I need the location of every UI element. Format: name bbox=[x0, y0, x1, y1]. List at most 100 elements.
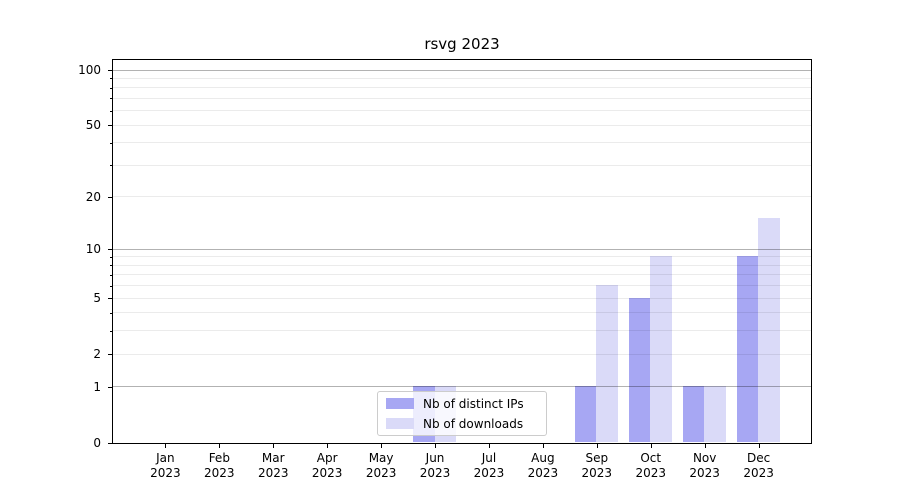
x-tick-month: Feb bbox=[208, 451, 230, 465]
y-minor-tick-mark bbox=[110, 330, 113, 332]
y-tick-label: 1 bbox=[93, 379, 101, 394]
y-minor-tick-mark bbox=[110, 142, 113, 144]
x-tick-mark bbox=[650, 443, 652, 448]
bar-nb-of-distinct-ips-dec bbox=[736, 256, 759, 443]
y-tick-mark bbox=[108, 386, 113, 388]
y-tick-label: 10 bbox=[85, 242, 101, 257]
x-tick-year: 2023 bbox=[204, 466, 235, 480]
y-tick-label: 100 bbox=[78, 63, 101, 77]
x-tick-year: 2023 bbox=[581, 466, 613, 480]
y-gridline-major bbox=[112, 69, 811, 71]
y-gridline-minor bbox=[112, 77, 811, 79]
y-minor-tick-mark bbox=[110, 274, 113, 276]
y-gridline-minor bbox=[112, 353, 811, 355]
x-tick-year: 2023 bbox=[311, 466, 343, 480]
bar-nb-of-downloads-sep bbox=[596, 285, 618, 443]
x-tick-month: Dec bbox=[746, 451, 771, 465]
y-tick-mark bbox=[108, 298, 113, 300]
y-gridline-minor bbox=[112, 274, 811, 276]
legend-item-downloads: Nb of downloads bbox=[386, 416, 538, 432]
y-minor-tick-mark bbox=[110, 98, 113, 100]
x-tick-year: 2023 bbox=[689, 466, 720, 480]
x-tick-label: Feb 2023 bbox=[192, 451, 246, 481]
x-tick-month: Nov bbox=[692, 451, 717, 465]
plot-area bbox=[111, 58, 812, 444]
x-tick-label: Jan 2023 bbox=[138, 451, 192, 481]
y-tick-mark bbox=[108, 125, 113, 127]
x-tick-mark bbox=[488, 443, 490, 448]
x-tick-year: 2023 bbox=[150, 466, 181, 480]
x-tick-label: Jun 2023 bbox=[408, 451, 462, 481]
y-tick-label: 0 bbox=[93, 436, 101, 450]
x-tick-mark bbox=[381, 443, 383, 448]
y-gridline-minor bbox=[112, 285, 811, 287]
x-tick-label: Oct 2023 bbox=[624, 451, 678, 481]
y-gridline-minor bbox=[112, 110, 811, 112]
y-tick-mark bbox=[108, 70, 113, 71]
y-tick-label: 50 bbox=[85, 118, 101, 133]
y-tick-label: 20 bbox=[85, 189, 101, 204]
chart-title: rsvg 2023 bbox=[424, 35, 500, 53]
x-tick-label: Apr 2023 bbox=[300, 451, 354, 481]
legend-swatch-distinct-ips bbox=[386, 398, 414, 409]
legend: Nb of distinct IPs Nb of downloads bbox=[377, 391, 547, 436]
y-minor-tick-mark bbox=[110, 312, 113, 314]
bar-nb-of-downloads-dec bbox=[758, 218, 780, 443]
x-tick-label: Dec 2023 bbox=[732, 451, 786, 481]
y-gridline-minor bbox=[112, 196, 811, 198]
x-tick-year: 2023 bbox=[365, 466, 397, 480]
y-minor-tick-mark bbox=[110, 87, 113, 89]
x-tick-month: Jan bbox=[156, 451, 175, 465]
bar-nb-of-downloads-nov bbox=[704, 386, 726, 443]
bar-nb-of-distinct-ips-oct bbox=[628, 297, 651, 443]
y-tick-label: 5 bbox=[93, 291, 101, 306]
legend-label-distinct-ips: Nb of distinct IPs bbox=[423, 396, 524, 411]
bar-nb-of-distinct-ips-nov bbox=[682, 386, 705, 443]
x-tick-mark bbox=[219, 443, 221, 448]
x-tick-mark bbox=[165, 443, 167, 448]
y-gridline-minor bbox=[112, 330, 811, 332]
x-tick-label: Nov 2023 bbox=[678, 451, 732, 481]
x-tick-year: 2023 bbox=[473, 466, 505, 480]
legend-swatch-downloads bbox=[386, 418, 414, 429]
x-tick-label: May 2023 bbox=[354, 451, 408, 481]
x-tick-month: Aug bbox=[531, 451, 555, 465]
bar-nb-of-downloads-oct bbox=[650, 256, 672, 443]
y-tick-mark bbox=[108, 354, 113, 356]
y-minor-tick-mark bbox=[110, 110, 113, 112]
y-minor-tick-mark bbox=[110, 78, 113, 80]
y-minor-tick-mark bbox=[110, 265, 113, 267]
legend-item-distinct-ips: Nb of distinct IPs bbox=[386, 396, 538, 412]
x-tick-mark bbox=[273, 443, 275, 448]
x-tick-label: Aug 2023 bbox=[516, 451, 570, 481]
x-tick-mark bbox=[596, 443, 598, 448]
x-tick-year: 2023 bbox=[635, 466, 666, 480]
bar-nb-of-distinct-ips-sep bbox=[574, 386, 597, 443]
x-tick-year: 2023 bbox=[743, 466, 774, 480]
x-tick-label: Sep 2023 bbox=[570, 451, 624, 481]
x-tick-year: 2023 bbox=[419, 466, 451, 480]
x-tick-month: Oct bbox=[640, 451, 662, 465]
x-tick-mark bbox=[758, 443, 760, 448]
y-tick-label: 2 bbox=[93, 347, 101, 362]
y-gridline-minor bbox=[112, 124, 811, 126]
y-gridline-major bbox=[112, 386, 811, 388]
y-tick-mark bbox=[108, 443, 113, 444]
x-tick-month: May bbox=[368, 451, 394, 465]
x-tick-label: Mar 2023 bbox=[246, 451, 300, 481]
x-tick-month: Jun bbox=[425, 451, 445, 465]
y-gridline-major bbox=[112, 248, 811, 250]
x-tick-mark bbox=[704, 443, 706, 448]
y-gridline-minor bbox=[112, 264, 811, 266]
x-tick-month: Sep bbox=[585, 451, 609, 465]
x-tick-year: 2023 bbox=[527, 466, 559, 480]
y-gridline-minor bbox=[112, 297, 811, 299]
y-gridline-minor bbox=[112, 256, 811, 258]
y-gridline-minor bbox=[112, 142, 811, 144]
y-tick-mark bbox=[108, 196, 113, 198]
x-tick-label: Jul 2023 bbox=[462, 451, 516, 481]
y-minor-tick-mark bbox=[110, 256, 113, 258]
x-tick-month: Jul bbox=[481, 451, 497, 465]
legend-label-downloads: Nb of downloads bbox=[423, 416, 524, 431]
